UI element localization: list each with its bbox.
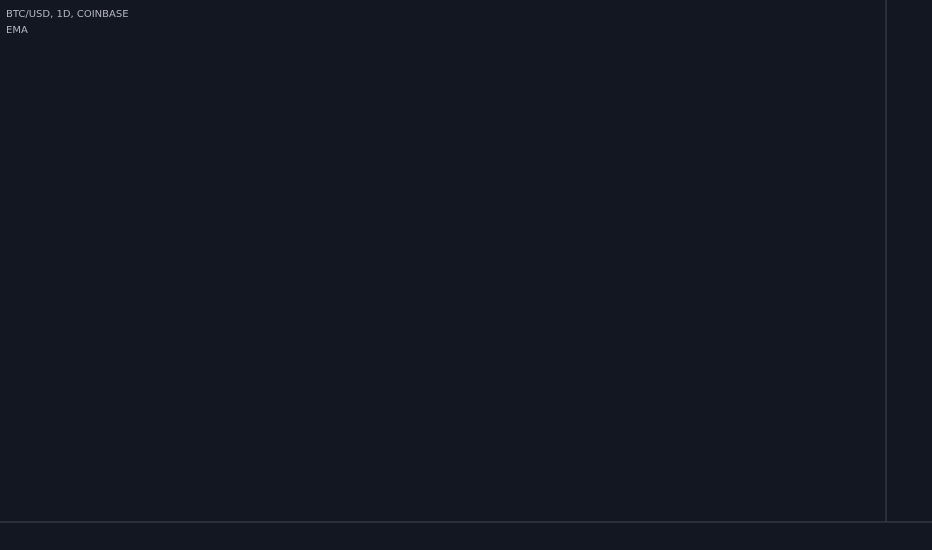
- chart-title: BTC/USD, 1D, COINBASE: [6, 9, 129, 20]
- indicator-label: EMA: [6, 25, 28, 36]
